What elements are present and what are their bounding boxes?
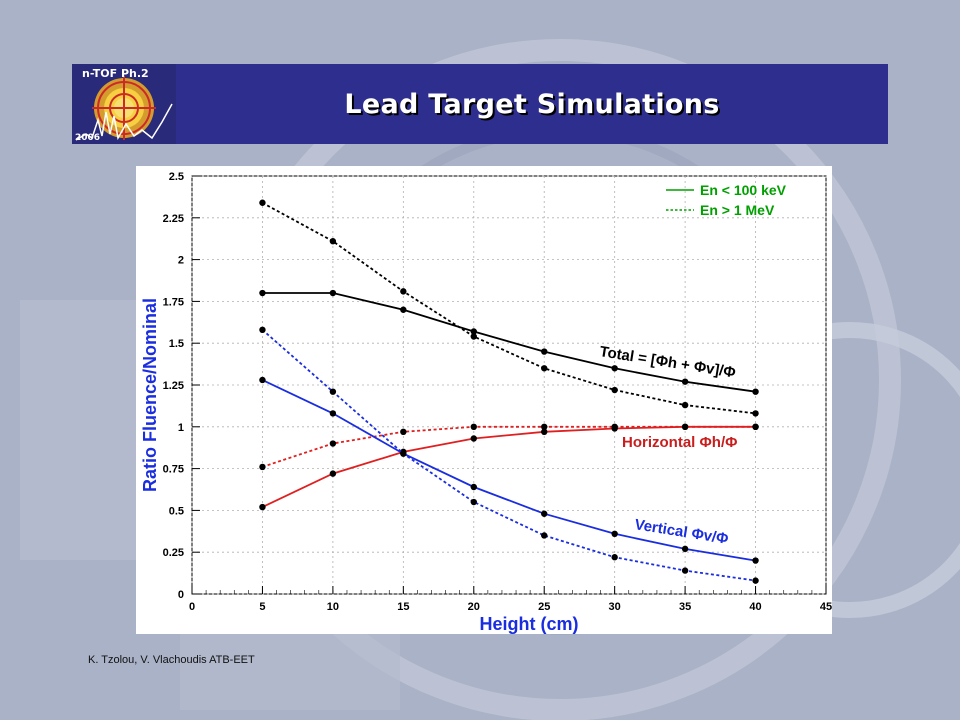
y-tick-label: 1.75 [163,296,184,308]
data-point-horizontal-solid [329,470,337,477]
data-point-total-solid [541,348,548,355]
data-point-vertical-solid [752,557,759,564]
data-point-total-dotted [541,365,548,372]
slide-title: Lead Target Simulations [344,88,720,120]
data-point-total-dotted [329,238,337,245]
data-point-vertical-dotted [611,554,618,561]
data-point-total-dotted [400,288,407,295]
series-line-vertical-dotted [261,329,756,582]
data-point-vertical-solid [541,510,548,517]
y-tick-label: 0 [178,589,184,601]
title-banner: n-TOF Ph.2 2006 Lead Target Simulations [72,64,888,144]
data-point-horizontal-solid [259,503,266,511]
author-credit: K. Tzolou, V. Vlachoudis ATB-EET [88,654,255,666]
legend-label-dotted: En > 1 MeV [700,202,775,218]
fluence-ratio-chart: 0 5 10 15 20 25 30 35 40 45 0 0.25 0.5 0.75 1 1.25 1.5 1.… [140,171,832,634]
data-point-total-dotted [681,401,689,409]
annotation-horizontal: Horizontal Φh/Φ [622,434,737,451]
x-tick-label: 5 [259,601,265,613]
x-tick-label: 45 [820,601,832,613]
chart-panel: 0 5 10 15 20 25 30 35 40 45 0 0.25 0.5 0.75 1 1.25 1.5 1.… [136,166,832,634]
data-point-horizontal-dotted [681,423,689,430]
data-point-horizontal-dotted [400,428,407,436]
data-point-horizontal-dotted [259,463,266,471]
series-line-total-solid [262,292,756,393]
data-point-horizontal-solid [470,435,477,442]
series-line-horizontal-solid [262,425,756,508]
data-point-vertical-dotted [400,450,407,457]
y-tick-label: 1 [178,422,184,434]
data-point-vertical-dotted [259,326,266,334]
logo-year: 2006 [75,133,100,143]
data-point-total-dotted [752,410,759,417]
y-tick-label: 2.25 [163,213,184,225]
y-tick-label: 0.25 [163,547,184,559]
x-tick-label: 0 [189,601,195,613]
series-line-total-dotted [261,202,756,415]
y-tick-label: 2.5 [169,171,184,183]
data-point-vertical-dotted [329,388,337,395]
series-line-vertical-solid [262,379,756,562]
y-tick-label: 0.75 [163,464,184,476]
data-point-horizontal-solid [541,428,548,436]
data-point-horizontal-dotted [541,423,548,430]
y-tick-label: 0.5 [169,505,184,517]
x-tick-label: 30 [609,601,621,613]
data-point-vertical-dotted [541,532,548,539]
x-tick-label: 35 [679,601,691,613]
data-point-horizontal-dotted [329,440,337,447]
data-point-vertical-solid [329,410,337,417]
x-tick-label: 40 [749,601,761,613]
data-point-vertical-dotted [470,498,477,506]
data-point-horizontal-dotted [611,423,618,430]
x-tick-label: 20 [468,601,480,613]
data-point-total-solid [400,306,407,313]
data-point-total-dotted [259,199,266,206]
logo-text: n-TOF Ph.2 [82,67,149,80]
data-point-horizontal-dotted [752,423,759,430]
data-point-total-solid [681,378,689,385]
data-point-vertical-dotted [752,577,759,584]
data-point-total-solid [752,388,759,395]
data-point-total-solid [259,289,266,297]
x-axis-label: Height (cm) [480,614,579,634]
data-point-total-solid [329,289,337,297]
data-point-total-dotted [470,333,477,340]
data-point-total-solid [611,365,618,372]
data-point-vertical-solid [470,483,477,491]
legend-label-solid: En < 100 keV [700,182,787,198]
data-point-total-solid [470,328,477,335]
x-tick-label: 10 [327,601,339,613]
data-point-horizontal-dotted [470,423,477,430]
data-point-total-dotted [611,386,618,394]
data-point-vertical-dotted [681,567,689,574]
y-axis-label: Ratio Fluence/Nominal [140,298,160,492]
data-point-vertical-solid [681,545,689,553]
y-tick-label: 2 [178,255,184,267]
n-tof-logo: n-TOF Ph.2 2006 [72,64,176,144]
x-tick-label: 15 [397,601,409,613]
y-tick-label: 1.25 [163,380,184,392]
y-tick-label: 1.5 [169,338,184,350]
data-point-vertical-solid [611,530,618,538]
x-tick-label: 25 [538,601,550,613]
data-point-vertical-solid [259,376,266,384]
